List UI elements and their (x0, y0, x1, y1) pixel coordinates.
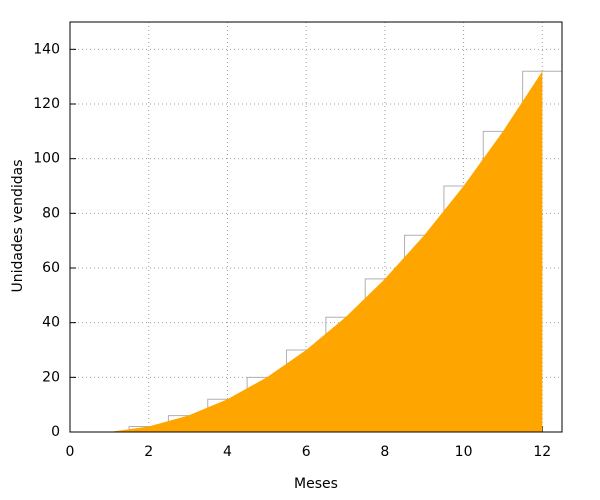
y-tick-label: 120 (33, 96, 60, 112)
y-tick-label: 140 (33, 41, 60, 57)
y-tick-label: 80 (42, 205, 60, 221)
y-tick-label: 40 (42, 315, 60, 331)
x-tick-label: 2 (144, 444, 153, 460)
x-tick-label: 8 (380, 444, 389, 460)
y-tick-label: 60 (42, 260, 60, 276)
y-tick-label: 0 (51, 424, 60, 440)
x-axis-label: Meses (294, 476, 338, 492)
y-tick-label: 100 (33, 151, 60, 167)
x-tick-label: 0 (66, 444, 75, 460)
y-tick-label: 20 (42, 369, 60, 385)
y-axis-label: Unidades vendidas (10, 159, 26, 292)
plot-frame (69, 21, 563, 433)
area (109, 71, 543, 432)
x-tick-label: 10 (455, 444, 473, 460)
x-tick-label: 12 (533, 444, 551, 460)
x-tick-label: 6 (302, 444, 311, 460)
x-tick-label: 4 (223, 444, 232, 460)
